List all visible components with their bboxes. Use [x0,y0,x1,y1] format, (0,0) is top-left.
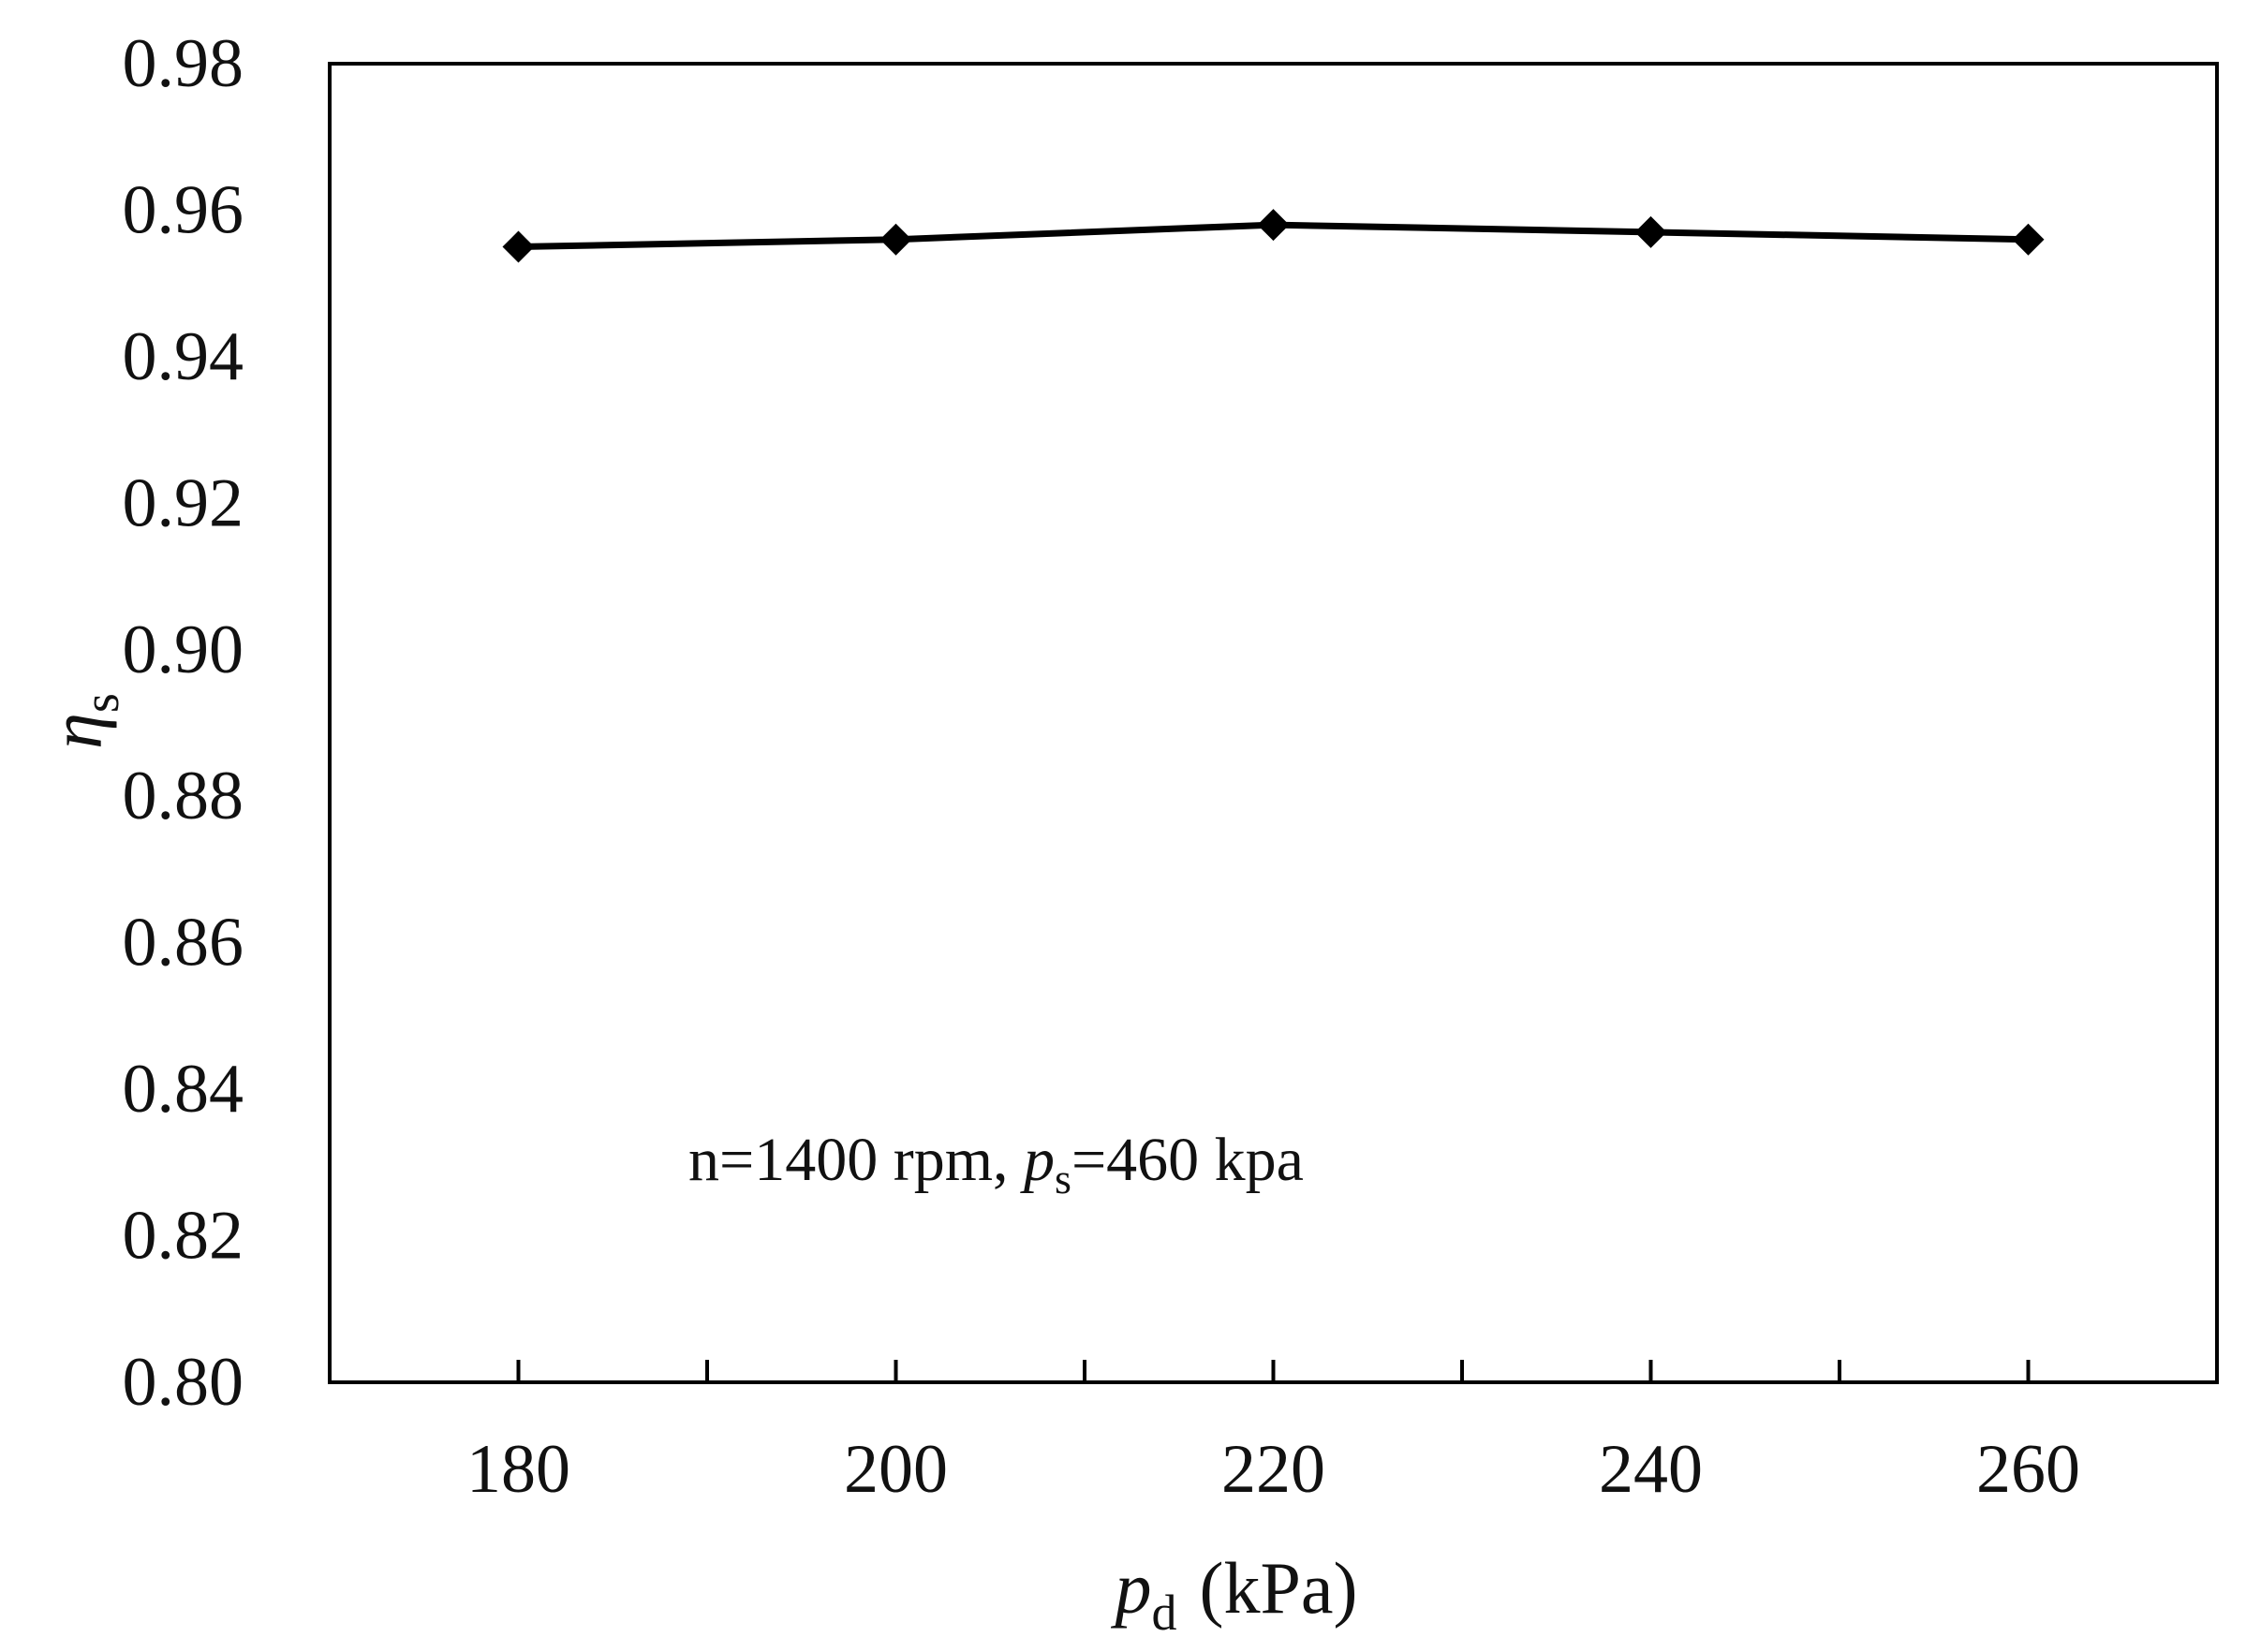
x-axis-label-unit: (kPa) [1200,1547,1358,1629]
y-tick-label: 0.90 [123,612,244,688]
x-axis-label-symbol: p [1111,1547,1152,1629]
x-tick-label: 220 [1221,1431,1325,1508]
x-tick-label: 240 [1599,1431,1703,1508]
data-point-marker [1634,215,1667,248]
annotation-suffix: =460 kpa [1071,1126,1304,1194]
x-tick-label: 260 [1976,1431,2080,1508]
data-point-marker [2012,223,2045,256]
y-axis-tick-labels: 0.80 0.82 0.84 0.86 0.88 0.90 0.92 0.94 0.96 0.98 [123,25,244,1421]
chart-annotation: n=1400 rpm, ps=460 kpa [688,1126,1304,1202]
data-point-marker [1257,209,1290,242]
x-axis-label: pd (kPa) [1111,1547,1358,1641]
annotation-symbol: p [1020,1126,1055,1194]
y-tick-label: 0.98 [123,25,244,102]
y-tick-label: 0.82 [123,1198,244,1275]
y-tick-label: 0.88 [123,758,244,834]
data-point-marker [502,230,535,263]
y-axis-label: ηs [36,693,129,749]
x-axis-label-subscript: d [1152,1585,1177,1641]
annotation-prefix: n=1400 rpm, [688,1126,1024,1194]
x-tick-label: 180 [466,1431,570,1508]
y-tick-label: 0.96 [123,171,244,248]
y-tick-label: 0.80 [123,1344,244,1421]
y-tick-label: 0.84 [123,1051,244,1128]
y-axis-label-subscript: s [73,693,129,713]
y-tick-label: 0.94 [123,318,244,395]
x-tick-label: 200 [844,1431,948,1508]
y-tick-label: 0.92 [123,465,244,541]
series-layer [502,209,2045,263]
x-axis-tick-labels: 180 200 220 240 260 [466,1431,2080,1508]
annotation-subscript: s [1055,1155,1071,1202]
data-point-marker [879,223,912,256]
x-axis-ticks [516,1360,2031,1382]
y-tick-label: 0.86 [123,905,244,981]
y-axis-label-symbol: η [36,713,117,749]
